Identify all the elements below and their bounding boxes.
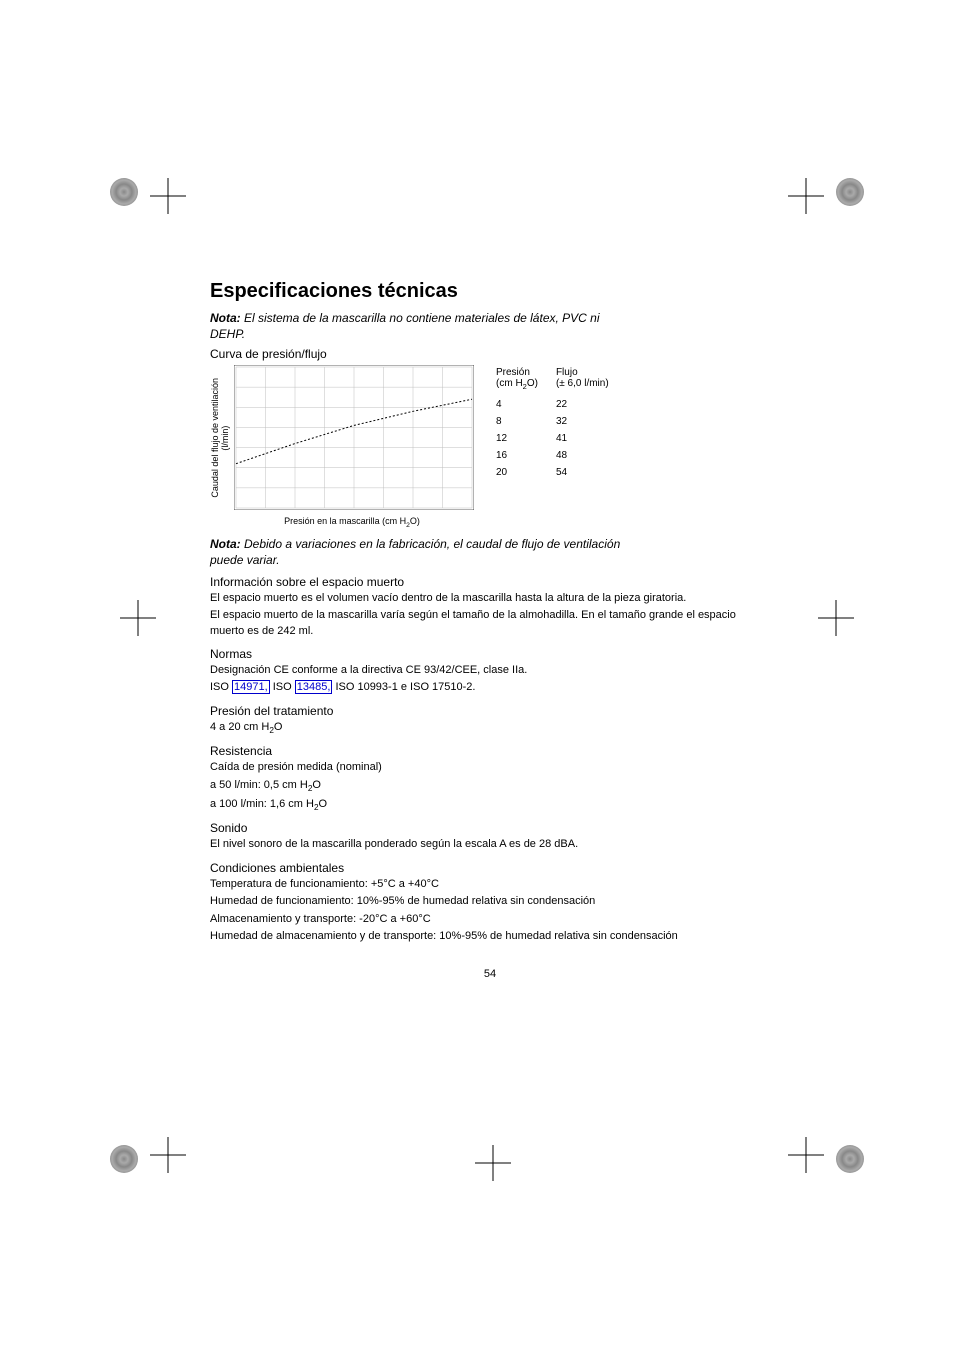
- text-fragment: ISO 10993-1 e ISO 17510-2.: [332, 681, 475, 693]
- section-heading: Sonido: [210, 821, 770, 835]
- cell-pressure: 12: [496, 431, 554, 446]
- note-label: Nota:: [210, 311, 241, 325]
- table-row: 832: [496, 414, 625, 429]
- section-heading: Normas: [210, 647, 770, 661]
- registration-rosette-icon: [836, 178, 864, 206]
- body-text: Designación CE conforme a la directiva C…: [210, 663, 770, 678]
- body-text: Almacenamiento y transporte: -20°C a +60…: [210, 912, 770, 927]
- section-heading: Curva de presión/flujo: [210, 347, 770, 361]
- page-title: Especificaciones técnicas: [210, 280, 770, 303]
- body-text: 4 a 20 cm H2O: [210, 720, 770, 737]
- y-axis-label: Caudal del flujo de ventilación(l/min): [210, 378, 230, 498]
- cell-pressure: 4: [496, 397, 554, 412]
- note-text: DEHP.: [210, 327, 770, 341]
- body-text: Humedad de funcionamiento: 10%-95% de hu…: [210, 894, 770, 909]
- crosshair-icon: [150, 1137, 186, 1173]
- body-text: Humedad de almacenamiento y de transport…: [210, 929, 770, 944]
- pressure-flow-table: Presión (cm H2O) Flujo (± 6,0 l/min) 422…: [494, 365, 627, 482]
- body-text: a 100 l/min: 1,6 cm H2O: [210, 797, 770, 814]
- table-row: 422: [496, 397, 625, 412]
- crosshair-icon: [120, 600, 156, 636]
- body-text: Caída de presión medida (nominal): [210, 760, 770, 775]
- note-text: Nota: Debido a variaciones en la fabrica…: [210, 537, 770, 551]
- crosshair-icon: [475, 1145, 511, 1181]
- section-heading: Resistencia: [210, 744, 770, 758]
- cell-pressure: 8: [496, 414, 554, 429]
- body-text: El espacio muerto es el volumen vacío de…: [210, 591, 770, 606]
- chart-wrap: Caudal del flujo de ventilación(l/min): [210, 365, 474, 510]
- header-text: (cm H: [496, 378, 523, 389]
- body-text: El espacio muerto de la mascarilla varía…: [210, 608, 770, 639]
- table-row: 1648: [496, 448, 625, 463]
- x-axis-label-prefix: Presión en la mascarilla (cm H: [284, 516, 406, 526]
- text-fragment: a 50 l/min: 0,5 cm H: [210, 779, 308, 791]
- body-text: Temperatura de funcionamiento: +5°C a +4…: [210, 877, 770, 892]
- note-label: Nota:: [210, 537, 241, 551]
- text-fragment: O: [319, 798, 328, 810]
- cell-pressure: 16: [496, 448, 554, 463]
- x-axis-label-suffix: O): [410, 516, 420, 526]
- registration-rosette-icon: [110, 178, 138, 206]
- crosshair-icon: [150, 178, 186, 214]
- section-heading: Presión del tratamiento: [210, 704, 770, 718]
- page-content: Especificaciones técnicas Nota: El siste…: [210, 280, 770, 980]
- table-row: 1241: [496, 431, 625, 446]
- text-fragment: ISO: [210, 681, 232, 693]
- note-body: El sistema de la mascarilla no contiene …: [241, 311, 600, 325]
- section-heading: Información sobre el espacio muerto: [210, 575, 770, 589]
- text-fragment: O: [312, 779, 321, 791]
- note-body: Debido a variaciones en la fabricación, …: [241, 537, 621, 551]
- text-fragment: ISO: [270, 681, 295, 693]
- iso-link[interactable]: 13485,: [295, 680, 333, 694]
- note-text: puede variar.: [210, 553, 770, 567]
- registration-rosette-icon: [836, 1145, 864, 1173]
- x-axis-label: Presión en la mascarilla (cm H2O): [230, 516, 474, 529]
- crosshair-icon: [818, 600, 854, 636]
- cell-pressure: 20: [496, 465, 554, 480]
- chart-plot-area: [234, 365, 474, 510]
- text-fragment: O: [274, 721, 283, 733]
- cell-flow: 32: [556, 414, 625, 429]
- body-text: a 50 l/min: 0,5 cm H2O: [210, 778, 770, 795]
- cell-flow: 48: [556, 448, 625, 463]
- registration-rosette-icon: [110, 1145, 138, 1173]
- body-text: ISO 14971, ISO 13485, ISO 10993-1 e ISO …: [210, 680, 770, 695]
- cell-flow: 41: [556, 431, 625, 446]
- table-header-row: Presión (cm H2O) Flujo (± 6,0 l/min): [496, 367, 625, 395]
- pressure-flow-chart: [234, 365, 474, 510]
- table-header-flow: Flujo (± 6,0 l/min): [556, 367, 625, 395]
- header-text: Flujo: [556, 367, 578, 378]
- crosshair-icon: [788, 178, 824, 214]
- table-header-pressure: Presión (cm H2O): [496, 367, 554, 395]
- page-number: 54: [210, 968, 770, 980]
- text-fragment: a 100 l/min: 1,6 cm H: [210, 798, 314, 810]
- iso-link[interactable]: 14971,: [232, 680, 270, 694]
- header-text: Presión: [496, 367, 530, 378]
- chart-and-table-row: Caudal del flujo de ventilación(l/min) P…: [210, 365, 770, 529]
- body-text: El nivel sonoro de la mascarilla pondera…: [210, 837, 770, 852]
- chart-container: Caudal del flujo de ventilación(l/min) P…: [210, 365, 474, 529]
- text-fragment: 4 a 20 cm H: [210, 721, 269, 733]
- cell-flow: 22: [556, 397, 625, 412]
- crosshair-icon: [788, 1137, 824, 1173]
- header-text: O): [527, 378, 538, 389]
- note-text: Nota: El sistema de la mascarilla no con…: [210, 311, 770, 325]
- table-row: 2054: [496, 465, 625, 480]
- section-heading: Condiciones ambientales: [210, 861, 770, 875]
- header-text: (± 6,0 l/min): [556, 378, 609, 389]
- cell-flow: 54: [556, 465, 625, 480]
